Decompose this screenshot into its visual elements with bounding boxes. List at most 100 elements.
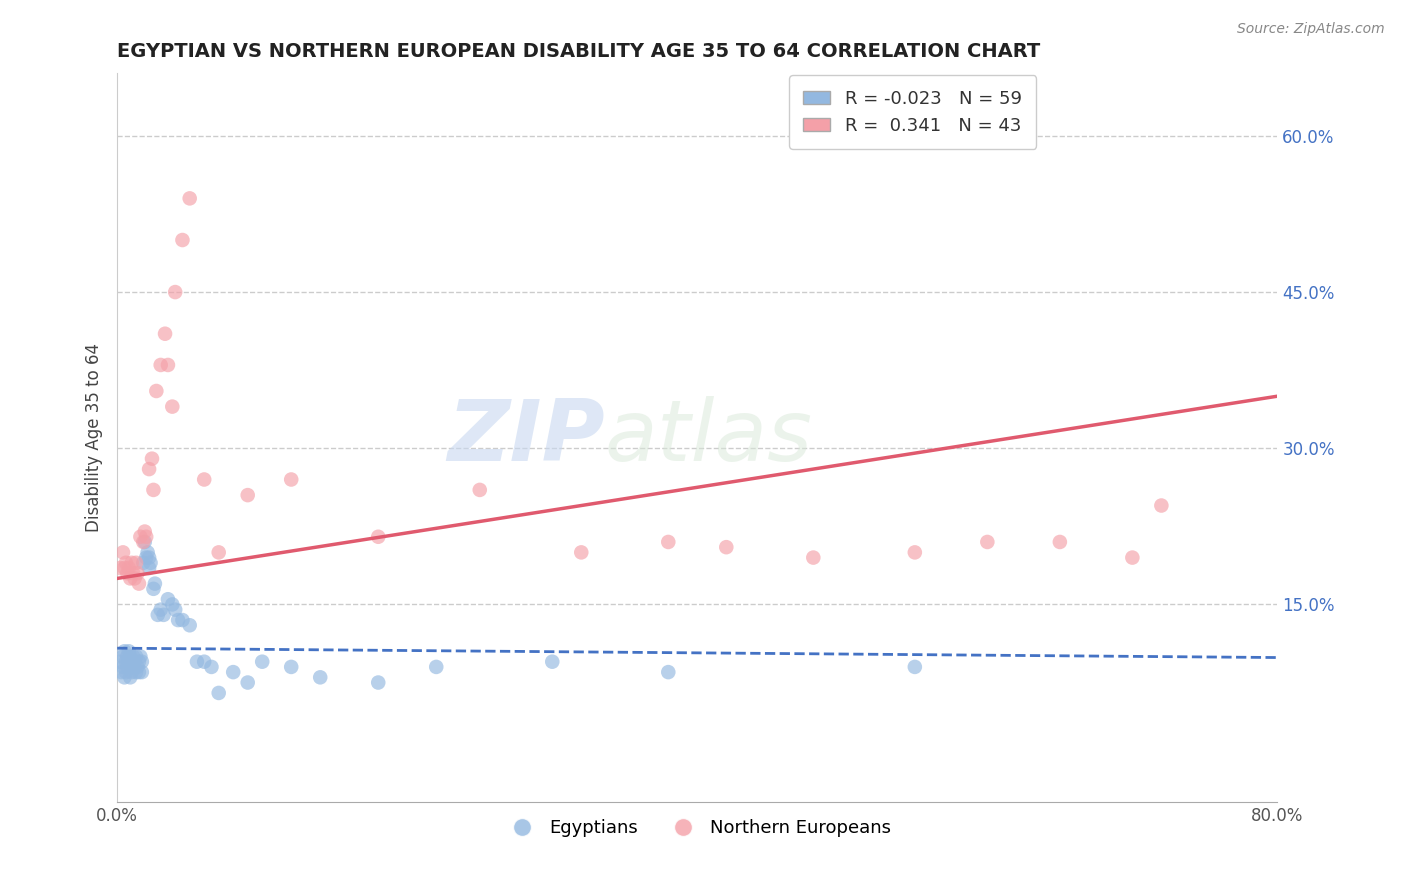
Point	[134, 535, 156, 549]
Point	[193, 473, 215, 487]
Point	[222, 665, 245, 679]
Point	[127, 660, 149, 674]
Point	[122, 566, 145, 581]
Point	[208, 686, 231, 700]
Legend: Egyptians, Northern Europeans: Egyptians, Northern Europeans	[496, 812, 898, 844]
Point	[162, 598, 184, 612]
Point	[143, 576, 166, 591]
Point	[200, 660, 222, 674]
Point	[165, 602, 187, 616]
Point	[309, 670, 332, 684]
Point	[167, 613, 190, 627]
Point	[657, 665, 679, 679]
Point	[138, 561, 160, 575]
Point	[128, 576, 150, 591]
Point	[108, 655, 131, 669]
Text: EGYPTIAN VS NORTHERN EUROPEAN DISABILITY AGE 35 TO 64 CORRELATION CHART: EGYPTIAN VS NORTHERN EUROPEAN DISABILITY…	[117, 42, 1040, 61]
Point	[716, 540, 738, 554]
Point	[114, 644, 136, 658]
Point	[124, 655, 146, 669]
Point	[425, 660, 447, 674]
Point	[280, 473, 302, 487]
Point	[156, 358, 179, 372]
Point	[179, 191, 201, 205]
Point	[250, 655, 273, 669]
Point	[117, 566, 139, 581]
Point	[156, 592, 179, 607]
Point	[135, 550, 157, 565]
Point	[125, 556, 148, 570]
Point	[120, 571, 142, 585]
Point	[114, 670, 136, 684]
Point	[569, 545, 592, 559]
Point	[124, 571, 146, 585]
Y-axis label: Disability Age 35 to 64: Disability Age 35 to 64	[86, 343, 103, 533]
Point	[129, 649, 152, 664]
Point	[149, 602, 172, 616]
Point	[136, 545, 159, 559]
Point	[125, 665, 148, 679]
Point	[1049, 535, 1071, 549]
Point	[128, 655, 150, 669]
Point	[138, 462, 160, 476]
Point	[904, 545, 927, 559]
Point	[904, 660, 927, 674]
Point	[146, 607, 169, 622]
Point	[153, 326, 176, 341]
Point	[193, 655, 215, 669]
Point	[124, 660, 146, 674]
Point	[208, 545, 231, 559]
Point	[115, 665, 138, 679]
Point	[111, 660, 134, 674]
Point	[127, 566, 149, 581]
Point	[186, 655, 208, 669]
Point	[131, 665, 153, 679]
Point	[236, 675, 259, 690]
Point	[139, 556, 162, 570]
Point	[125, 649, 148, 664]
Point	[108, 561, 131, 575]
Point	[117, 649, 139, 664]
Point	[134, 524, 156, 539]
Text: ZIP: ZIP	[447, 396, 605, 479]
Point	[468, 483, 491, 497]
Point	[236, 488, 259, 502]
Point	[128, 665, 150, 679]
Point	[135, 530, 157, 544]
Point	[120, 670, 142, 684]
Point	[149, 358, 172, 372]
Point	[118, 655, 141, 669]
Point	[172, 613, 194, 627]
Point	[115, 655, 138, 669]
Point	[114, 561, 136, 575]
Point	[120, 649, 142, 664]
Point	[1121, 550, 1143, 565]
Point	[172, 233, 194, 247]
Point	[138, 550, 160, 565]
Point	[115, 556, 138, 570]
Point	[132, 535, 155, 549]
Point	[367, 675, 389, 690]
Point	[1150, 499, 1173, 513]
Point	[141, 451, 163, 466]
Point	[131, 655, 153, 669]
Point	[122, 649, 145, 664]
Point	[152, 607, 174, 622]
Point	[280, 660, 302, 674]
Point	[801, 550, 824, 565]
Point	[111, 545, 134, 559]
Point	[657, 535, 679, 549]
Point	[165, 285, 187, 299]
Point	[162, 400, 184, 414]
Point	[117, 660, 139, 674]
Point	[121, 665, 143, 679]
Point	[367, 530, 389, 544]
Text: atlas: atlas	[605, 396, 813, 479]
Point	[111, 649, 134, 664]
Point	[541, 655, 564, 669]
Point	[142, 483, 165, 497]
Point	[179, 618, 201, 632]
Text: Source: ZipAtlas.com: Source: ZipAtlas.com	[1237, 22, 1385, 37]
Point	[121, 655, 143, 669]
Point	[118, 644, 141, 658]
